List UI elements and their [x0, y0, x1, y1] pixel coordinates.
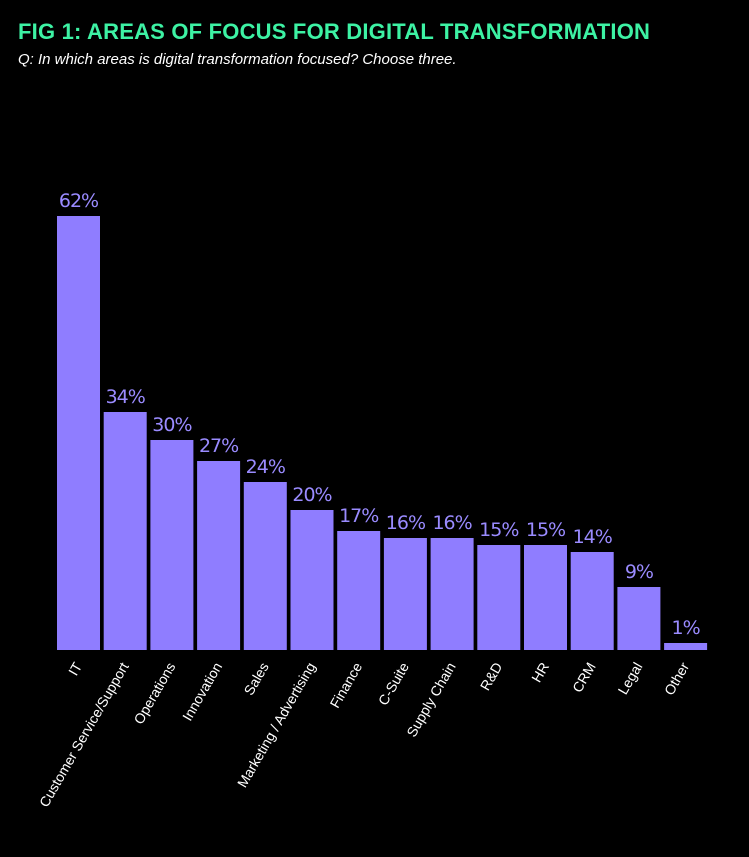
bar: [243, 482, 287, 650]
category-label: Other: [661, 659, 693, 698]
bar-value-label: 34%: [106, 386, 145, 408]
bar-value-label: 27%: [199, 435, 238, 457]
category-label: Finance: [327, 659, 366, 710]
category-label: CRM: [569, 660, 599, 696]
bar: [477, 545, 521, 650]
bar-value-label: 30%: [152, 414, 191, 436]
bar: [57, 216, 100, 650]
bar: [383, 538, 427, 650]
category-label: R&D: [477, 660, 506, 694]
bar: [617, 587, 661, 650]
bar-value-label: 15%: [479, 519, 518, 541]
bar: [150, 440, 194, 650]
bar: [103, 412, 147, 650]
bar-value-label: 24%: [246, 456, 285, 478]
bars-group: [57, 216, 708, 650]
bar: [290, 510, 334, 650]
bar: [524, 545, 567, 650]
category-label: Customer Service/Support: [36, 659, 132, 809]
category-label: Legal: [615, 660, 646, 698]
category-label: Innovation: [179, 660, 225, 724]
bar-value-label: 14%: [573, 526, 612, 548]
bar: [337, 531, 381, 650]
category-label: Operations: [130, 660, 178, 727]
bar-value-label: 1%: [672, 617, 700, 639]
value-labels-group: 62% 34% 30% 27% 24% 20% 17% 16% 16% 15% 15% 14% 9% 1%: [59, 190, 701, 639]
bar: [664, 643, 708, 650]
bar-value-label: 16%: [386, 512, 425, 534]
bar-value-label: 17%: [339, 505, 378, 527]
bar-value-label: 9%: [625, 561, 653, 583]
category-label: Sales: [241, 660, 272, 698]
bar: [570, 552, 614, 650]
bar-value-label: 20%: [292, 484, 331, 506]
bar-value-label: 16%: [432, 512, 471, 534]
bar-value-label: 15%: [526, 519, 565, 541]
bar: [197, 461, 241, 650]
bar-value-label: 62%: [59, 190, 98, 212]
category-label: HR: [528, 660, 552, 686]
bar: [430, 538, 474, 650]
chart-subtitle: Q: In which areas is digital transformat…: [18, 51, 457, 68]
category-label: Supply Chain: [403, 660, 458, 740]
category-label: IT: [65, 659, 85, 678]
chart-title: FIG 1: AREAS OF FOCUS FOR DIGITAL TRANSF…: [18, 19, 651, 44]
category-label: C-Suite: [375, 659, 412, 708]
